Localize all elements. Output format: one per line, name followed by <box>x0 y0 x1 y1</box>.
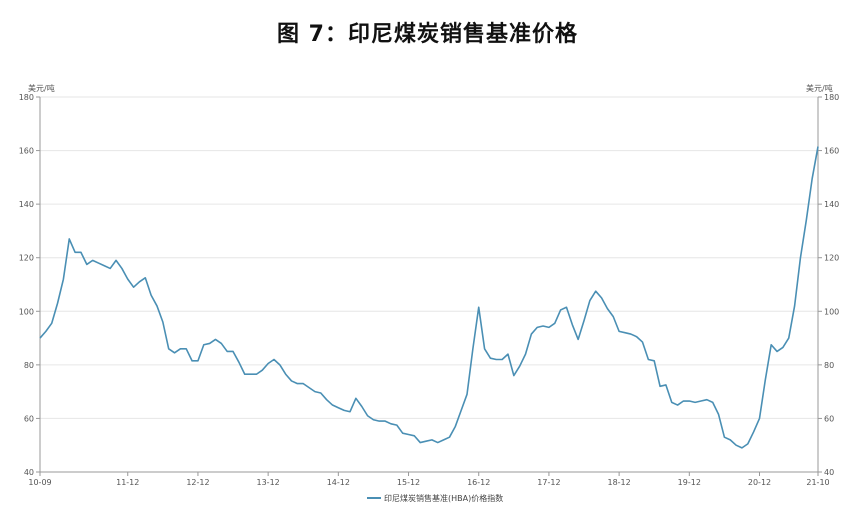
legend-label: 印尼煤炭销售基准(HBA)价格指数 <box>384 493 503 503</box>
x-tick-label: 11-12 <box>116 478 139 487</box>
x-tick-label: 17-12 <box>537 478 560 487</box>
y-unit-left: 美元/吨 <box>28 83 55 93</box>
y-tick-label-right: 120 <box>824 254 839 263</box>
y-tick-label-right: 60 <box>824 414 834 423</box>
y-tick-label-left: 140 <box>19 200 34 209</box>
series-layer <box>39 146 819 449</box>
y-tick-label-left: 40 <box>24 468 34 477</box>
y-tick-label-right: 80 <box>824 361 834 370</box>
x-tick-label: 18-12 <box>607 478 630 487</box>
axes <box>39 97 819 473</box>
y-tick-label-right: 100 <box>824 307 839 316</box>
x-tick-label: 19-12 <box>678 478 701 487</box>
x-tick-label: 14-12 <box>327 478 350 487</box>
y-tick-label-right: 160 <box>824 147 839 156</box>
series-line-hba[interactable] <box>39 146 819 449</box>
gridlines <box>40 96 818 473</box>
y-tick-label-left: 160 <box>19 147 34 156</box>
y-tick-label-left: 100 <box>19 307 34 316</box>
x-tick-label: 12-12 <box>186 478 209 487</box>
x-tick-label: 16-12 <box>467 478 490 487</box>
x-axis-ticks: 10-09 11-12 12-12 13-12 14-12 15-12 16-12 17-12… <box>28 472 830 487</box>
y-tick-label-left: 120 <box>19 254 34 263</box>
legend[interactable]: 印尼煤炭销售基准(HBA)价格指数 <box>367 493 503 503</box>
y-tick-label-left: 180 <box>19 93 34 102</box>
y-tick-label-left: 80 <box>24 361 34 370</box>
x-tick-label: 10-09 <box>28 478 51 487</box>
y-axis-left-ticks: 40 60 80 100 120 140 160 180 <box>19 93 40 477</box>
y-axis-right-ticks: 40 60 80 100 120 140 160 180 <box>818 93 839 477</box>
y-tick-label-right: 180 <box>824 93 839 102</box>
y-tick-label-left: 60 <box>24 414 34 423</box>
chart-title: 图 7：印尼煤炭销售基准价格 <box>277 22 578 47</box>
x-tick-label: 21-10 <box>806 478 829 487</box>
x-tick-label: 15-12 <box>397 478 420 487</box>
x-tick-label: 13-12 <box>257 478 280 487</box>
y-unit-right: 美元/吨 <box>806 83 833 93</box>
y-tick-label-right: 140 <box>824 200 839 209</box>
x-tick-label: 20-12 <box>748 478 771 487</box>
y-tick-label-right: 40 <box>824 468 834 477</box>
